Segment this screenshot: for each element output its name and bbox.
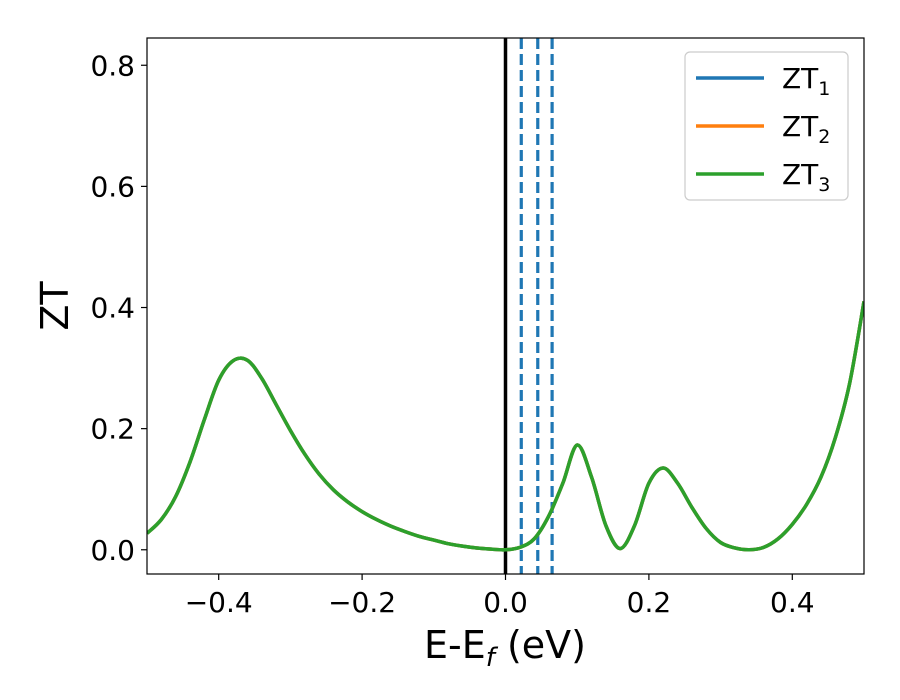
vertical-lines (503, 38, 554, 574)
y-tick-label: 0.6 (90, 170, 135, 203)
y-tick-label: 0.0 (90, 534, 135, 567)
y-tick-label: 0.2 (90, 413, 135, 446)
x-axis-title-unit: (eV) (495, 623, 586, 667)
x-tick-label: −0.4 (185, 586, 253, 619)
y-axis-title: ZT (33, 281, 77, 331)
series-line-3 (147, 301, 864, 552)
legend: ZT1 ZT2 ZT3 (684, 51, 849, 201)
series-lines (147, 301, 864, 552)
x-tick-label: 0.0 (483, 586, 528, 619)
y-axis: 0.0 0.2 0.4 0.6 0.8 (90, 49, 147, 567)
legend-label-1: ZT1 (782, 62, 830, 100)
x-tick-label: 0.2 (627, 586, 672, 619)
x-axis-title: E-Ef (eV) (424, 623, 586, 673)
x-axis: −0.4 −0.2 0.0 0.2 0.4 (185, 574, 815, 619)
x-tick-label: −0.2 (328, 586, 396, 619)
y-tick-label: 0.8 (90, 49, 135, 82)
x-tick-label: 0.4 (770, 586, 815, 619)
legend-label-2: ZT2 (782, 110, 830, 148)
legend-label-3: ZT3 (782, 158, 830, 196)
y-tick-label: 0.4 (90, 292, 135, 325)
legend-box (684, 51, 849, 201)
